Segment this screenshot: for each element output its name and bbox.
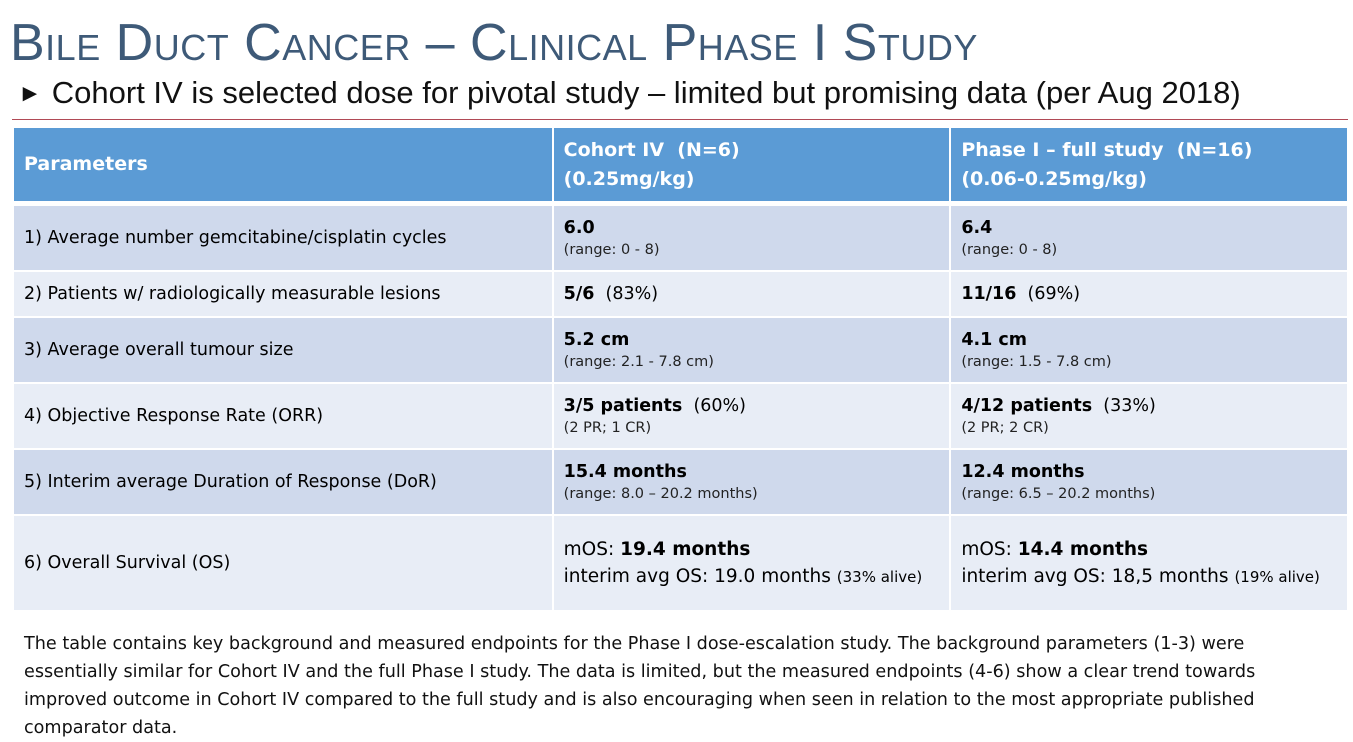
table-row: 1) Average number gemcitabine/cisplatin … xyxy=(14,204,1347,270)
full-cell: 11/16 (69%) xyxy=(951,270,1347,316)
table-row: 4) Objective Response Rate (ORR) 3/5 pat… xyxy=(14,382,1347,448)
full-value: 4.1 cm xyxy=(961,330,1028,350)
cohort-range: (range: 0 - 8) xyxy=(563,242,660,258)
header-parameters: Parameters xyxy=(14,128,552,204)
cohort-cell: 6.0 (range: 0 - 8) xyxy=(553,204,950,270)
full-range: (range: 6.5 – 20.2 months) xyxy=(961,486,1156,502)
table-row: 3) Average overall tumour size 5.2 cm (r… xyxy=(14,316,1347,382)
cohort-value: 5.2 cm xyxy=(563,330,630,350)
cohort-range: (range: 8.0 – 20.2 months) xyxy=(563,486,758,502)
full-value: 11/16 xyxy=(961,284,1017,304)
cohort-cell: 5.2 cm (range: 2.1 - 7.8 cm) xyxy=(553,316,950,382)
full-value-extra: (33%) xyxy=(1092,396,1156,416)
full-value: 6.4 xyxy=(961,218,993,238)
cohort-cell: 5/6 (83%) xyxy=(553,270,950,316)
cohort-mos-label: mOS: xyxy=(563,538,621,560)
cohort-interim-os: interim avg OS: 19.0 months xyxy=(563,565,831,587)
header-cohort-iv-title: Cohort IV (N=6) xyxy=(563,138,740,161)
header-full-study-title: Phase I – full study (N=16) xyxy=(961,138,1253,161)
param-cell: 4) Objective Response Rate (ORR) xyxy=(14,382,552,448)
full-mos-label: mOS: xyxy=(961,538,1018,560)
param-cell: 6) Overall Survival (OS) xyxy=(14,514,552,610)
footer-note: The table contains key background and me… xyxy=(24,634,1256,738)
full-cell: 4/12 patients (33%) (2 PR; 2 CR) xyxy=(951,382,1347,448)
table-row: 2) Patients w/ radiologically measurable… xyxy=(14,270,1347,316)
full-value-extra: (69%) xyxy=(1016,284,1081,304)
full-range: (range: 1.5 - 7.8 cm) xyxy=(961,354,1112,370)
param-cell: 3) Average overall tumour size xyxy=(14,316,552,382)
full-cell: 12.4 months (range: 6.5 – 20.2 months) xyxy=(951,448,1347,514)
cohort-mos-value: 19.4 months xyxy=(620,538,751,560)
cohort-value: 5/6 xyxy=(563,284,595,304)
cohort-value-extra: (60%) xyxy=(682,396,746,416)
cohort-value: 3/5 patients xyxy=(563,396,683,416)
table-row: 5) Interim average Duration of Response … xyxy=(14,448,1347,514)
cohort-cell: 3/5 patients (60%) (2 PR; 1 CR) xyxy=(553,382,950,448)
cohort-breakdown: (2 PR; 1 CR) xyxy=(563,420,652,436)
cohort-alive: (33% alive) xyxy=(836,567,923,586)
title-divider xyxy=(12,119,1348,120)
slide-title: Bile Duct Cancer – Clinical Phase I Stud… xyxy=(10,14,978,72)
subtitle-text: Cohort IV is selected dose for pivotal s… xyxy=(51,75,1241,110)
header-cohort-iv-dose: (0.25mg/kg) xyxy=(563,167,695,190)
table-row: 6) Overall Survival (OS) mOS: 19.4 month… xyxy=(14,514,1347,610)
full-value: 12.4 months xyxy=(961,462,1085,482)
cohort-cell: 15.4 months (range: 8.0 – 20.2 months) xyxy=(553,448,950,514)
full-interim-os: interim avg OS: 18,5 months xyxy=(961,565,1229,587)
header-full-study-dose: (0.06-0.25mg/kg) xyxy=(961,167,1147,190)
cohort-cell: mOS: 19.4 months interim avg OS: 19.0 mo… xyxy=(553,514,950,610)
cohort-range: (range: 2.1 - 7.8 cm) xyxy=(563,354,714,370)
param-cell: 5) Interim average Duration of Response … xyxy=(14,448,552,514)
full-cell: mOS: 14.4 months interim avg OS: 18,5 mo… xyxy=(951,514,1347,610)
cohort-value: 6.0 xyxy=(563,218,595,238)
full-cell: 4.1 cm (range: 1.5 - 7.8 cm) xyxy=(951,316,1347,382)
cohort-value-extra: (83%) xyxy=(594,284,659,304)
full-alive: (19% alive) xyxy=(1234,567,1320,586)
full-value: 4/12 patients xyxy=(961,396,1093,416)
param-cell: 1) Average number gemcitabine/cisplatin … xyxy=(14,204,552,270)
header-full-study: Phase I – full study (N=16) (0.06-0.25mg… xyxy=(951,128,1347,204)
slide-subtitle: ► Cohort IV is selected dose for pivotal … xyxy=(18,74,1241,115)
cohort-value: 15.4 months xyxy=(563,462,687,482)
full-breakdown: (2 PR; 2 CR) xyxy=(961,420,1049,436)
param-cell: 2) Patients w/ radiologically measurable… xyxy=(14,270,552,316)
full-cell: 6.4 (range: 0 - 8) xyxy=(951,204,1347,270)
header-cohort-iv: Cohort IV (N=6) (0.25mg/kg) xyxy=(553,128,950,204)
table-header-row: Parameters Cohort IV (N=6) (0.25mg/kg) P… xyxy=(14,128,1347,204)
results-table: Parameters Cohort IV (N=6) (0.25mg/kg) P… xyxy=(12,128,1349,610)
full-range: (range: 0 - 8) xyxy=(961,242,1058,258)
triangle-bullet-icon: ► xyxy=(18,80,42,107)
full-mos-value: 14.4 months xyxy=(1017,538,1149,560)
